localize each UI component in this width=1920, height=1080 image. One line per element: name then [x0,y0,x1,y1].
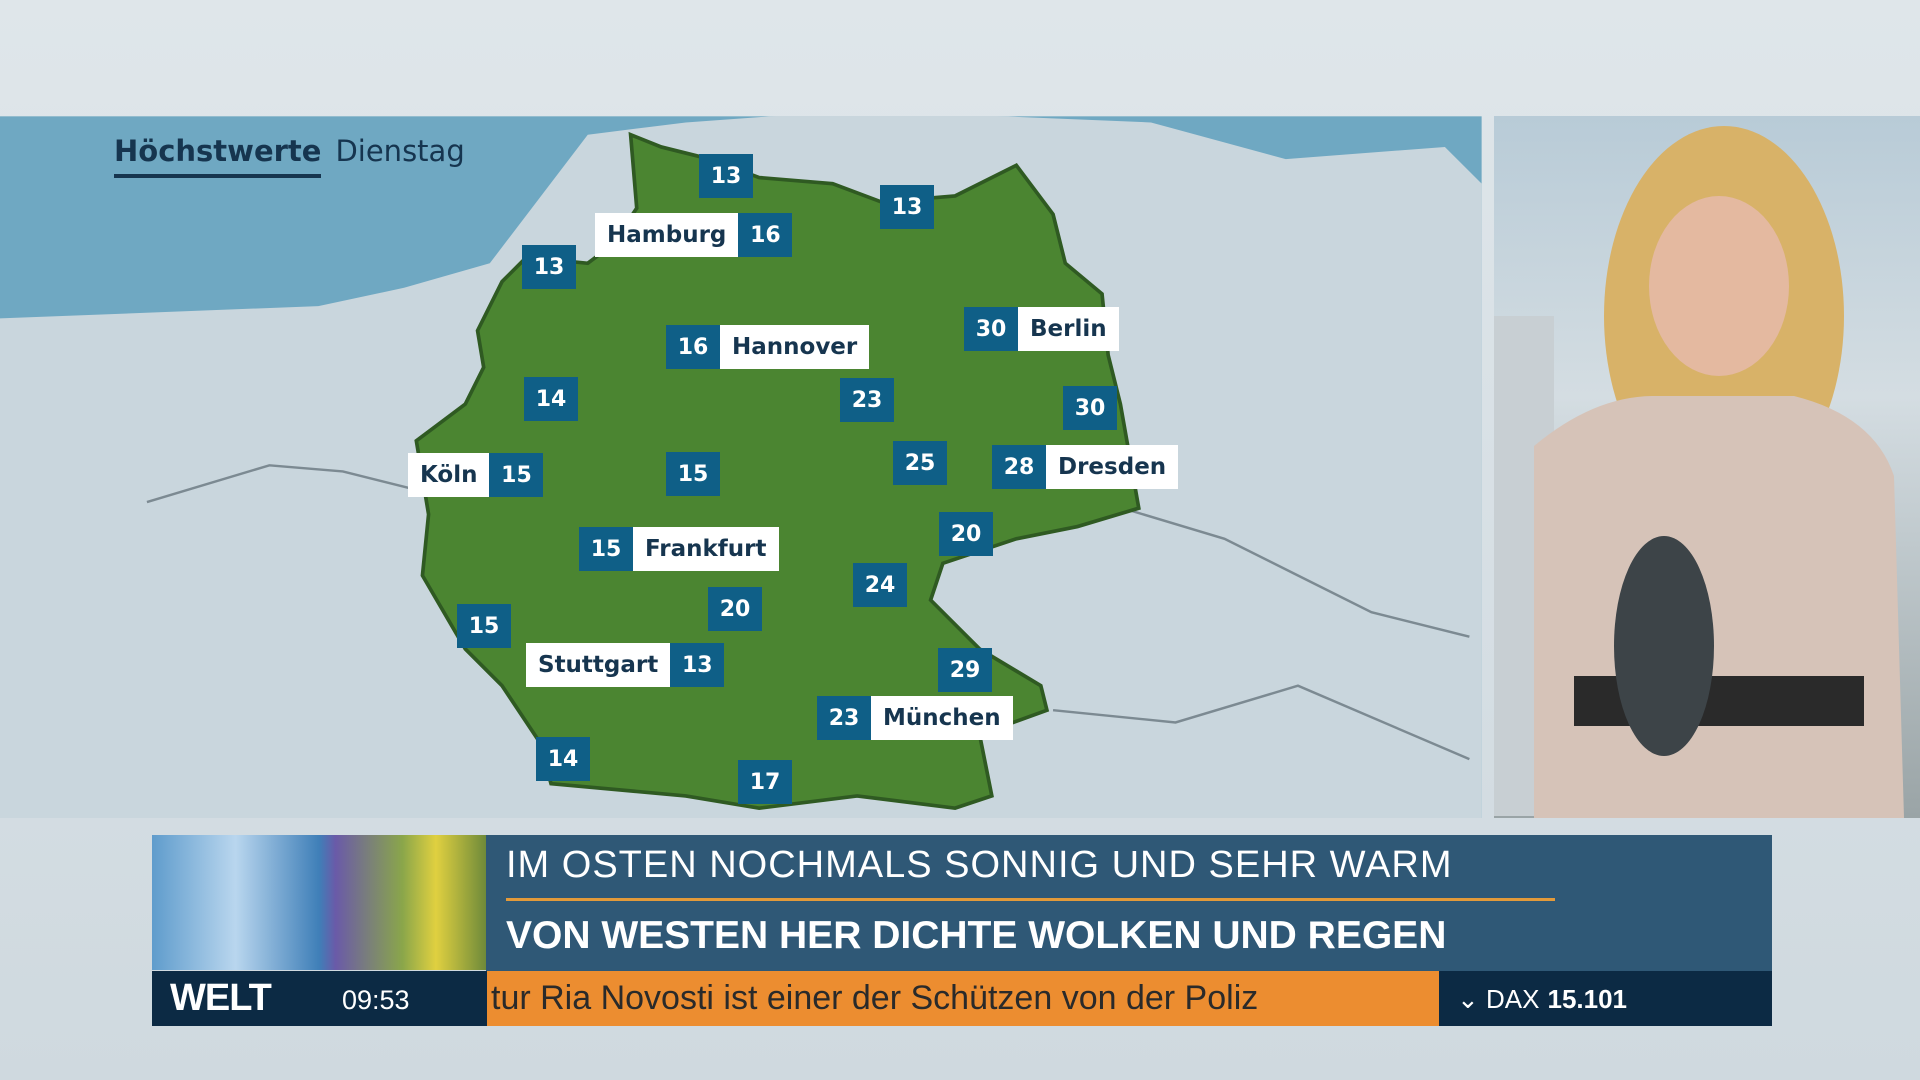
headline-panel [486,835,1772,971]
temp-value: 15 [579,527,633,571]
dax-icon: ⌄ [1457,984,1487,1014]
temp-value: 13 [522,245,576,289]
city-label: Hamburg [595,213,739,257]
temp-value: 15 [666,452,720,496]
temp-value: 23 [817,696,871,740]
temp-marker: 20 [708,587,762,631]
temp-value: 14 [536,737,590,781]
temp-marker: 23 [840,378,894,422]
temp-marker: 29 [938,648,992,692]
map-title: Höchstwerte Dienstag [114,134,465,178]
temp-marker: 20 [939,512,993,556]
temp-value: 25 [893,441,947,485]
city-label: Dresden [1046,445,1179,489]
city-label: Berlin [1018,307,1119,351]
temp-marker: 15 [457,604,511,648]
presenter-image [1494,126,1904,818]
temp-marker: 13 [522,245,576,289]
temp-marker: 16 Hannover [666,325,870,369]
temp-value: 15 [489,453,544,497]
temp-value: 15 [457,604,511,648]
headline-2: VON WESTEN HER DICHTE WOLKEN UND REGEN [506,914,1447,957]
city-label: Hannover [720,325,870,369]
temp-value: 23 [840,378,894,422]
welt-logo: WELT [170,977,272,1019]
headline-divider [506,898,1555,901]
headline-1: IM OSTEN NOCHMALS SONNIG UND SEHR WARM [506,844,1453,886]
temp-value: 30 [964,307,1018,351]
temp-value: 13 [699,154,753,198]
temp-value: 29 [938,648,992,692]
temp-value: 13 [670,643,725,687]
day-label: Dienstag [335,134,465,168]
temp-marker: 23 München [817,696,1013,740]
bottom-strip: WELT 09:53 tur Ria Novosti ist einer der… [152,971,1772,1026]
temp-value: 16 [738,213,793,257]
temp-marker: 15 [666,452,720,496]
dax-indicator: ⌄ DAX 15.101 [1457,984,1627,1015]
temp-value: 17 [738,760,792,804]
temp-value: 13 [880,185,934,229]
temp-value: 28 [992,445,1046,489]
city-label: München [871,696,1013,740]
temp-marker: Hamburg 16 [595,213,793,257]
clock: 09:53 [342,985,410,1015]
tab-hoechstwerte[interactable]: Höchstwerte [114,134,322,178]
temp-marker: 14 [524,377,578,421]
temp-marker: 17 [738,760,792,804]
city-label: Stuttgart [526,643,671,687]
presenter-video [1494,116,1920,818]
lower-third: WELT 09:53 tur Ria Novosti ist einer der… [152,835,1772,1026]
temp-value: 20 [708,587,762,631]
temp-value: 16 [666,325,720,369]
weather-thumbnail [152,835,486,970]
temp-marker: 25 [893,441,947,485]
dax-label: DAX [1486,984,1540,1014]
temp-value: 24 [853,563,907,607]
temp-value: 30 [1063,386,1117,430]
temp-marker: 15 Frankfurt [579,527,779,571]
news-ticker: tur Ria Novosti ist einer der Schützen v… [487,971,1439,1026]
city-label: Köln [408,453,490,497]
temp-marker: 30 [1063,386,1117,430]
temp-value: 20 [939,512,993,556]
city-label: Frankfurt [633,527,779,571]
temp-marker: Köln 15 [408,453,544,497]
temp-value: 14 [524,377,578,421]
temp-marker: 24 [853,563,907,607]
temp-marker: 14 [536,737,590,781]
temp-marker: 13 [699,154,753,198]
temp-marker: Stuttgart 13 [526,643,725,687]
temp-marker: 30 Berlin [964,307,1119,351]
dax-value: 15.101 [1547,984,1628,1014]
temp-marker: 28 Dresden [992,445,1179,489]
temp-marker: 13 [880,185,934,229]
